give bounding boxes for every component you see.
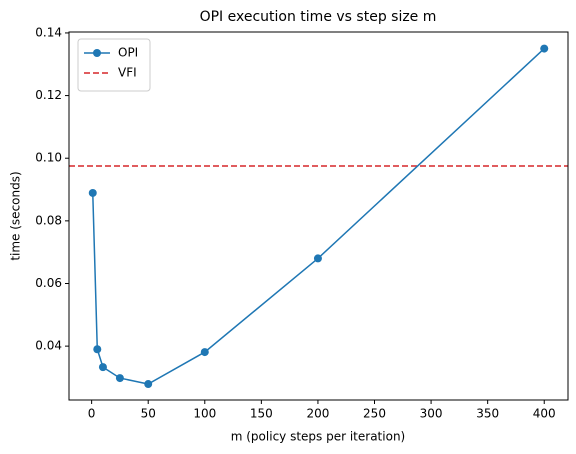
marker [115,374,124,383]
x-tick-label: 350 [476,407,499,421]
x-tick-label: 50 [141,407,156,421]
y-axis-label: time (seconds) [9,171,23,260]
x-axis-label: m (policy steps per iteration) [231,430,405,444]
x-tick-label: 300 [420,407,443,421]
y-tick-label: 0.12 [35,88,62,102]
x-tick-label: 150 [250,407,273,421]
chart-title: OPI execution time vs step size m [200,9,437,25]
y-tick-label: 0.04 [35,339,62,353]
marker [93,345,102,354]
legend-marker [93,49,101,57]
x-tick-label: 200 [306,407,329,421]
line [92,48,545,385]
legend-box [77,38,151,92]
legend-label: VFI [118,66,137,80]
marker [144,380,153,389]
marker [88,188,97,197]
marker [313,254,322,263]
y-tick-label: 0.08 [35,213,62,227]
y-tick-label: 0.06 [35,276,62,290]
x-tick-label: 400 [533,407,556,421]
plot-frame [68,31,569,401]
x-tick-label: 250 [363,407,386,421]
y-tick-label: 0.10 [35,151,62,165]
y-tick-label: 0.14 [35,25,62,39]
x-tick-label: 0 [88,407,96,421]
legend-label: OPI [118,46,138,60]
x-tick-label: 100 [193,407,216,421]
marker [540,44,549,53]
marker [98,363,107,372]
marker [200,348,209,357]
